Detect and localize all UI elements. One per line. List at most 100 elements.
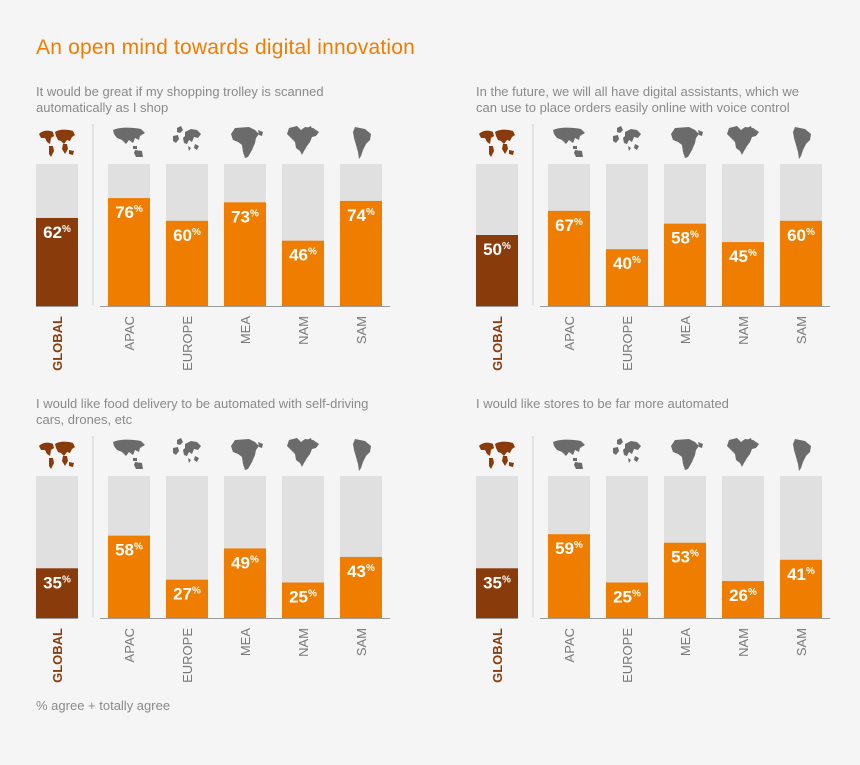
bar — [282, 240, 324, 306]
category-label: NAM — [296, 316, 311, 345]
data-label: 76% — [115, 203, 143, 222]
data-label: 67% — [555, 216, 583, 235]
data-label: 46% — [289, 246, 317, 265]
data-label: 40% — [613, 254, 641, 273]
chart-title: In the future, we will all have digital … — [476, 84, 799, 115]
data-label: 59% — [555, 539, 583, 558]
category-label: SAM — [354, 316, 369, 344]
world-map-icon — [39, 441, 75, 469]
data-label: 58% — [115, 541, 143, 560]
data-label: 49% — [231, 553, 259, 572]
category-label: APAC — [562, 316, 577, 350]
north-america-map-icon — [727, 126, 759, 155]
bar — [780, 559, 822, 618]
data-label: 25% — [289, 588, 317, 607]
chart-panel-2: In the future, we will all have digital … — [476, 84, 860, 384]
data-label: 60% — [173, 226, 201, 245]
asia-pacific-map-icon — [113, 439, 145, 469]
data-label: 25% — [613, 588, 641, 607]
bar — [36, 217, 78, 306]
bar — [108, 198, 150, 306]
north-america-map-icon — [727, 438, 759, 467]
category-label: MEA — [678, 628, 693, 657]
bar — [476, 235, 518, 306]
bar — [664, 223, 706, 306]
world-map-icon — [479, 441, 515, 469]
bar — [548, 210, 590, 306]
south-america-map-icon — [793, 439, 811, 471]
category-label: EUROPE — [180, 316, 195, 371]
bar — [476, 568, 518, 618]
category-label: NAM — [736, 628, 751, 657]
bar — [548, 534, 590, 618]
data-label: 27% — [173, 585, 201, 604]
chart-panel-3: I would like food delivery to be automat… — [36, 396, 436, 696]
footnote: % agree + totally agree — [36, 698, 171, 713]
bar — [224, 202, 266, 306]
bar — [722, 581, 764, 618]
bar-chart: 35% GLOBAL 59% APAC 25% EUROPE 53% MEA 26% NAM 41%… — [476, 436, 830, 683]
south-america-map-icon — [793, 127, 811, 159]
data-label: 62% — [43, 223, 71, 242]
chart-title: I would like food delivery to be automat… — [36, 396, 369, 427]
data-label: 50% — [483, 240, 511, 259]
category-label: EUROPE — [620, 316, 635, 371]
category-label: EUROPE — [180, 628, 195, 683]
data-label: 53% — [671, 548, 699, 567]
bar-chart: 50% GLOBAL 67% APAC 40% EUROPE 58% MEA 45% NAM 60%… — [476, 124, 830, 371]
chart-panel-4: I would like stores to be far more autom… — [476, 396, 860, 696]
chart-panel-1: It would be great if my shopping trolley… — [36, 84, 436, 384]
south-america-map-icon — [353, 439, 371, 471]
data-label: 45% — [729, 247, 757, 266]
data-label: 58% — [671, 229, 699, 248]
category-label: EUROPE — [620, 628, 635, 683]
bar — [606, 582, 648, 618]
africa-middle-east-map-icon — [671, 127, 703, 158]
europe-map-icon — [613, 438, 641, 463]
data-label: 41% — [787, 565, 815, 584]
category-label: GLOBAL — [490, 316, 505, 371]
europe-map-icon — [613, 126, 641, 151]
data-label: 43% — [347, 562, 375, 581]
data-label: 35% — [483, 573, 511, 592]
data-label: 74% — [347, 206, 375, 225]
bar — [722, 242, 764, 306]
category-label: SAM — [354, 628, 369, 656]
bar — [36, 568, 78, 618]
data-label: 35% — [43, 573, 71, 592]
bar — [340, 556, 382, 618]
bar — [780, 220, 822, 306]
africa-middle-east-map-icon — [671, 439, 703, 470]
data-label: 26% — [729, 586, 757, 605]
asia-pacific-map-icon — [113, 127, 145, 157]
europe-map-icon — [173, 126, 201, 151]
category-label: GLOBAL — [50, 316, 65, 371]
asia-pacific-map-icon — [553, 439, 585, 469]
chart-title: I would like stores to be far more autom… — [476, 396, 729, 411]
category-label: NAM — [296, 628, 311, 657]
world-map-icon — [479, 129, 515, 157]
category-label: MEA — [238, 628, 253, 657]
bar — [282, 582, 324, 618]
category-label: SAM — [794, 316, 809, 344]
bar — [108, 535, 150, 618]
africa-middle-east-map-icon — [231, 439, 263, 470]
chart-title: It would be great if my shopping trolley… — [36, 84, 324, 115]
south-america-map-icon — [353, 127, 371, 159]
europe-map-icon — [173, 438, 201, 463]
category-label: SAM — [794, 628, 809, 656]
category-label: MEA — [238, 316, 253, 345]
bar — [166, 220, 208, 306]
category-label: GLOBAL — [490, 628, 505, 683]
category-label: APAC — [122, 628, 137, 662]
category-label: APAC — [122, 316, 137, 350]
bar — [340, 200, 382, 306]
page-title: An open mind towards digital innovation — [36, 36, 416, 59]
bar — [166, 579, 208, 618]
category-label: NAM — [736, 316, 751, 345]
africa-middle-east-map-icon — [231, 127, 263, 158]
asia-pacific-map-icon — [553, 127, 585, 157]
world-map-icon — [39, 129, 75, 157]
bar-chart: 62% GLOBAL 76% APAC 60% EUROPE 73% MEA 46% NAM 74%… — [36, 124, 390, 371]
data-label: 60% — [787, 226, 815, 245]
